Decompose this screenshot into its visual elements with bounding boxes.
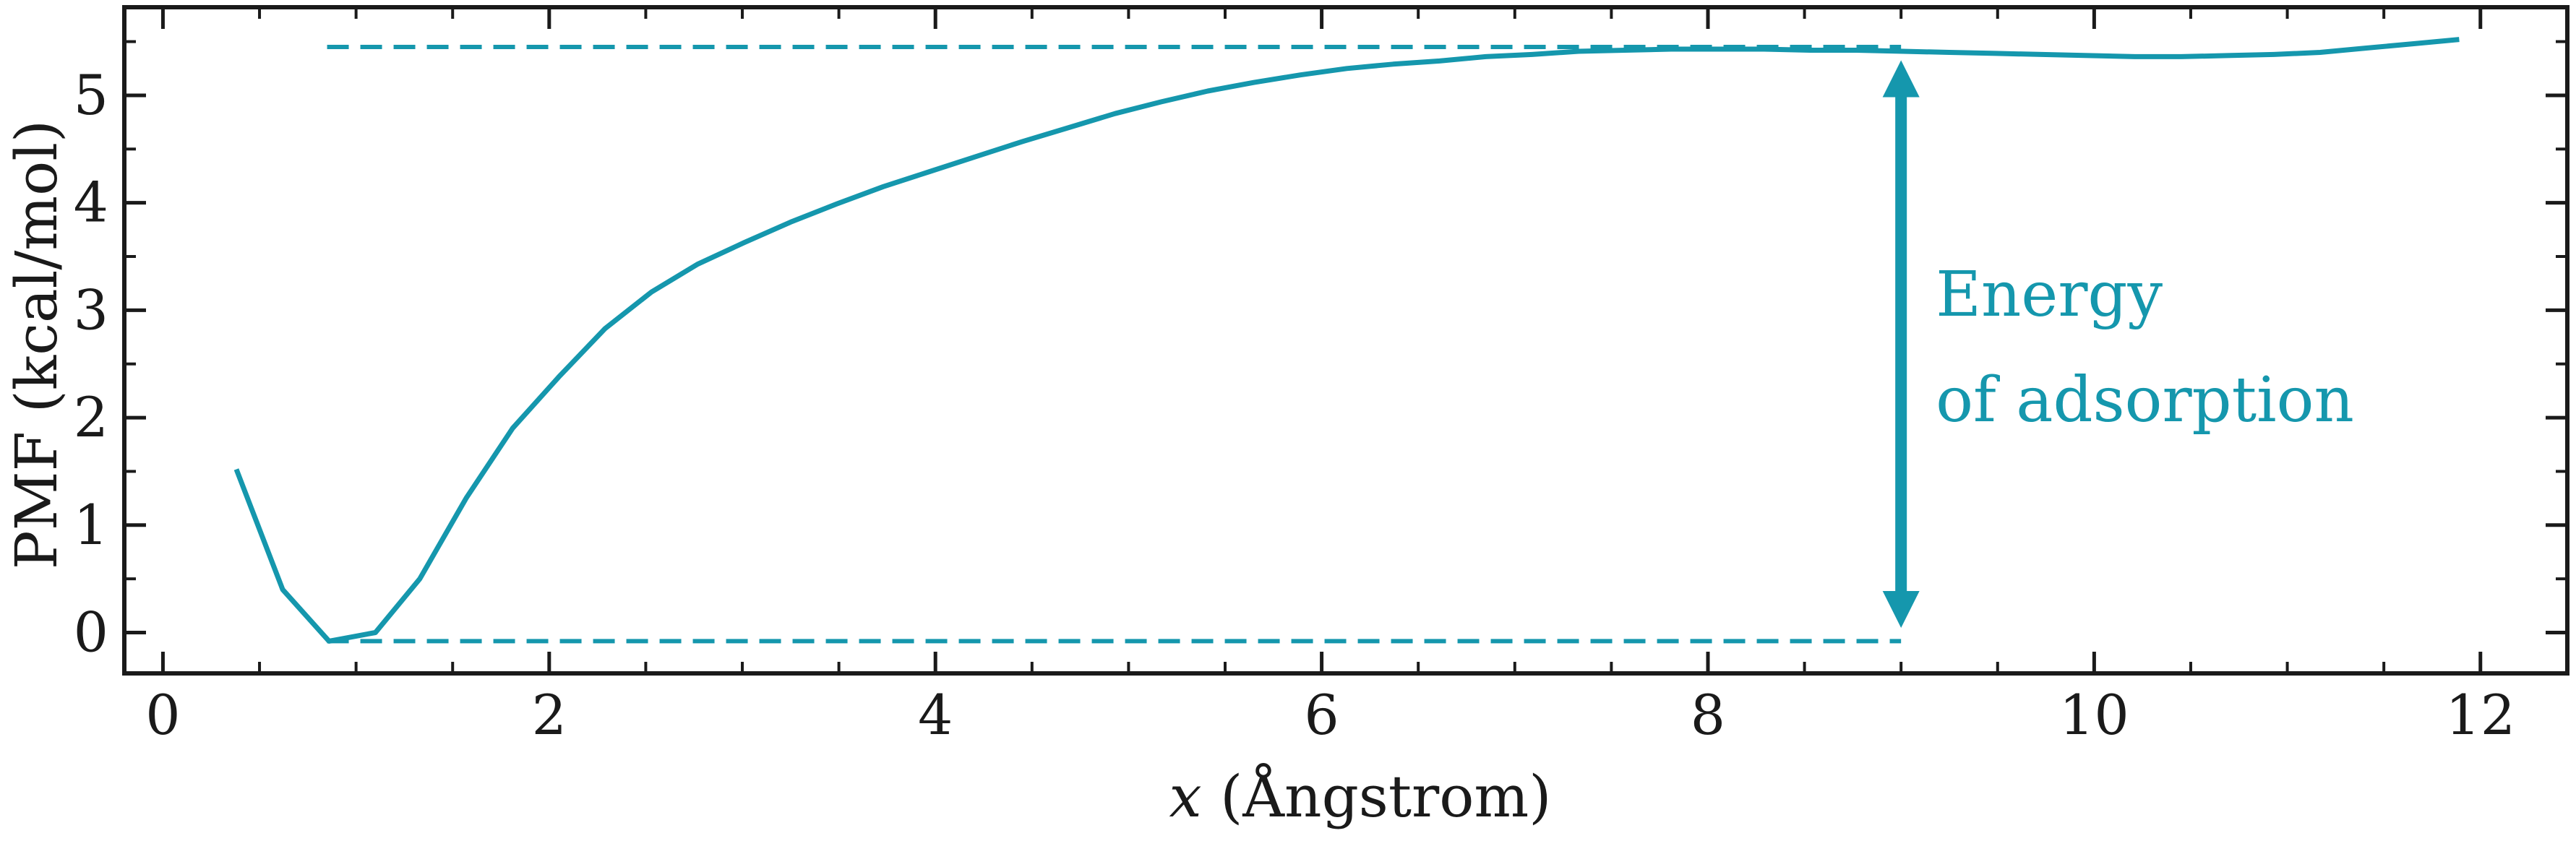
x-tick-label-0: 0 [145, 683, 180, 747]
x-axis-unit: (Ångstrom) [1202, 762, 1552, 830]
x-tick-label-10: 10 [2059, 683, 2129, 747]
x-tick-label-4: 4 [918, 683, 953, 747]
x-axis-label: x (Ångstrom) [1169, 762, 1552, 830]
annotation-line-1: Energy [1936, 259, 2163, 331]
y-tick-label-2: 2 [74, 385, 108, 449]
y-axis-label: PMF (kcal/mol) [3, 120, 70, 569]
y-tick-label-4: 4 [74, 171, 108, 235]
x-axis-variable: x [1169, 763, 1202, 830]
reference-lines [327, 45, 1902, 644]
major-ticks [124, 7, 2567, 673]
plot-frame [122, 5, 2569, 676]
x-tick-label-8: 8 [1691, 683, 1725, 747]
minor-ticks [124, 7, 2567, 673]
energy-of-adsorption-annotation: Energy of adsorption [1936, 259, 2354, 436]
y-tick-label-1: 1 [74, 493, 108, 557]
x-tick-label-12: 12 [2445, 683, 2515, 747]
x-tick-label-2: 2 [532, 683, 567, 747]
annotation-line-2: of adsorption [1936, 364, 2354, 436]
x-tick-label-6: 6 [1304, 683, 1339, 747]
pmf-series-line [233, 37, 2460, 644]
y-tick-label-0: 0 [74, 600, 108, 664]
y-tick-label-3: 3 [74, 277, 108, 342]
series-layer [233, 37, 2460, 644]
y-tick-label-5: 5 [74, 63, 108, 127]
